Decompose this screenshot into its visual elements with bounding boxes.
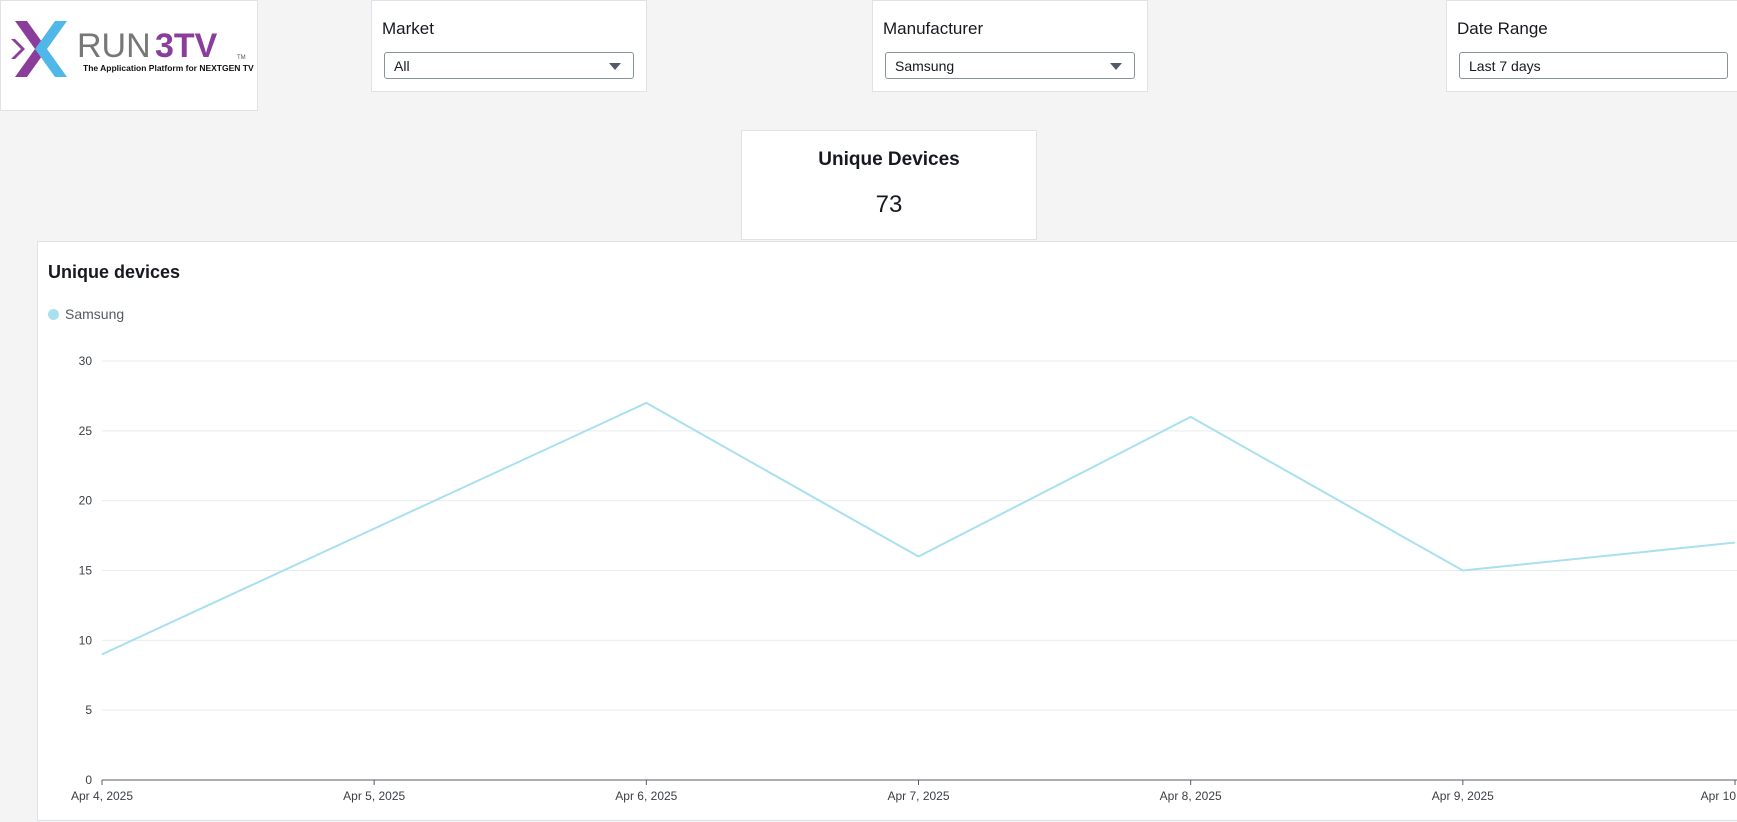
manufacturer-filter-card: Manufacturer Samsung [872, 0, 1148, 92]
x-tick-label: Apr 7, 2025 [887, 789, 949, 803]
logo-x-blue-icon [35, 21, 67, 77]
y-tick-label: 30 [79, 354, 93, 368]
kpi-value: 73 [875, 191, 903, 218]
y-tick-label: 5 [85, 703, 92, 717]
logo-trademark: TM [237, 55, 246, 61]
manufacturer-dropdown[interactable]: Samsung [885, 52, 1135, 79]
y-tick-label: 0 [85, 773, 92, 787]
logo-arrow-left-icon [11, 39, 25, 59]
y-tick-label: 25 [79, 424, 93, 438]
chart-legend[interactable]: Samsung [48, 306, 124, 322]
logo-brand-run: RUN [77, 27, 151, 65]
x-tick-label: Apr 6, 2025 [615, 789, 677, 803]
run3tv-logo: RUN 3TV TM The Application Platform for … [11, 21, 254, 77]
kpi-title: Unique Devices [818, 149, 960, 170]
date-range-input[interactable]: Last 7 days [1459, 52, 1728, 79]
x-tick-label: Apr 8, 2025 [1160, 789, 1222, 803]
logo-tagline: The Application Platform for NEXTGEN TV [83, 63, 254, 73]
manufacturer-label: Manufacturer [883, 19, 984, 38]
date-range-value: Last 7 days [1469, 58, 1541, 74]
market-dropdown[interactable]: All [384, 52, 634, 79]
y-tick-label: 10 [79, 633, 93, 647]
series-line-samsung [101, 401, 1736, 656]
date-range-filter-card: Date Range Last 7 days [1446, 0, 1737, 92]
market-filter-card: Market All [371, 0, 647, 92]
x-tick-label: Apr 9, 2025 [1432, 789, 1494, 803]
legend-label: Samsung [65, 306, 125, 322]
y-tick-label: 20 [79, 494, 93, 508]
x-tick-label: Apr 4, 2025 [71, 789, 133, 803]
market-label: Market [382, 19, 434, 38]
logo-card: RUN 3TV TM The Application Platform for … [0, 0, 258, 111]
manufacturer-selected-value: Samsung [895, 58, 955, 74]
x-tick-label: Apr 5, 2025 [343, 789, 405, 803]
kpi-card: Unique Devices 73 [741, 130, 1037, 240]
market-selected-value: All [394, 58, 410, 74]
chevron-down-icon [609, 63, 621, 70]
date-range-label: Date Range [1457, 19, 1548, 38]
chart-title: Unique devices [48, 262, 181, 282]
y-tick-label: 15 [79, 564, 93, 578]
line-chart[interactable]: 0 5 10 15 20 25 30 Apr 4, 2025 Apr 5, 2025 Apr 6,… [38, 242, 1737, 822]
legend-swatch [48, 308, 59, 320]
unique-devices-chart-card: Unique devices Samsung 0 5 10 15 20 25 30 Apr 4… [37, 241, 1737, 821]
x-tick-label: Apr 10, 2025 [1701, 789, 1737, 803]
logo-brand-3tv: 3TV [155, 27, 218, 65]
chevron-down-icon [1110, 63, 1122, 70]
